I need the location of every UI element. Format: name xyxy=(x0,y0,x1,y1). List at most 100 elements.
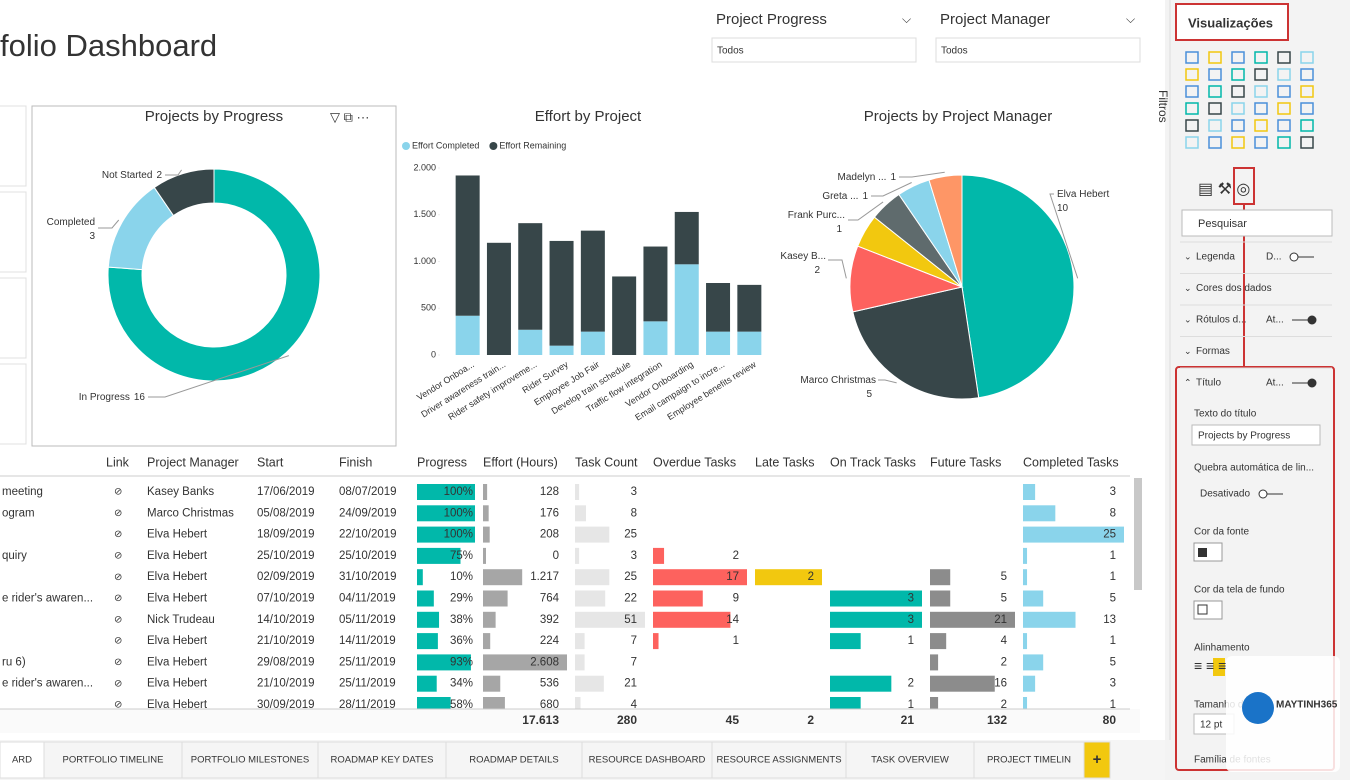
tab-label[interactable]: PORTFOLIO MILESTONES xyxy=(191,755,309,766)
toggle-state[interactable]: Desativado xyxy=(1200,489,1250,500)
slicer-value[interactable]: Todos xyxy=(717,46,744,57)
viz-icon[interactable] xyxy=(1277,85,1291,98)
section-name[interactable]: Rótulos d... xyxy=(1196,315,1247,326)
tab[interactable] xyxy=(0,741,45,779)
tab[interactable] xyxy=(317,741,447,779)
section-state[interactable]: At... xyxy=(1266,378,1284,389)
tab-icons[interactable]: ▤ ⚒ ◎ xyxy=(1198,181,1250,198)
align-selected[interactable] xyxy=(1213,658,1225,676)
size-value[interactable]: 12 pt xyxy=(1200,720,1222,731)
viz-icon[interactable] xyxy=(1185,68,1199,81)
viz-icon[interactable] xyxy=(1277,51,1291,64)
column-header[interactable]: Effort (Hours) xyxy=(483,455,558,469)
viz-icon[interactable] xyxy=(1277,136,1291,149)
title-input-value[interactable]: Projects by Progress xyxy=(1198,431,1290,442)
toggle[interactable] xyxy=(1307,315,1317,325)
viz-icon[interactable] xyxy=(1300,102,1314,115)
column-header[interactable]: Task Count xyxy=(575,455,638,469)
link-icon[interactable]: ⊘ xyxy=(114,508,122,519)
viz-icon[interactable] xyxy=(1254,136,1268,149)
link-icon[interactable]: ⊘ xyxy=(114,678,122,689)
viz-icon[interactable] xyxy=(1300,85,1314,98)
tab[interactable] xyxy=(1083,741,1111,779)
column-header[interactable]: On Track Tasks xyxy=(830,455,916,469)
viz-icon[interactable] xyxy=(1185,51,1199,64)
viz-icon[interactable] xyxy=(1208,51,1222,64)
column-header[interactable]: Late Tasks xyxy=(755,455,815,469)
tab-label[interactable]: RESOURCE DASHBOARD xyxy=(589,755,706,766)
visual-icons[interactable]: ▽ ⧉ ··· xyxy=(330,109,370,124)
viz-icon[interactable] xyxy=(1185,102,1199,115)
link-icon[interactable]: ⊘ xyxy=(114,700,122,711)
section-name[interactable]: Título xyxy=(1196,378,1221,389)
column-header[interactable]: Progress xyxy=(417,455,467,469)
toggle[interactable] xyxy=(1258,489,1268,499)
section-state[interactable]: D... xyxy=(1266,252,1282,263)
viz-icon[interactable] xyxy=(1231,136,1245,149)
viz-icon[interactable] xyxy=(1300,119,1314,132)
column-header[interactable]: Start xyxy=(257,455,284,469)
viz-icon[interactable] xyxy=(1185,136,1199,149)
link-icon[interactable]: ⊘ xyxy=(114,551,122,562)
link-icon[interactable]: ⊘ xyxy=(114,487,122,498)
viz-icon[interactable] xyxy=(1231,85,1245,98)
toggle[interactable] xyxy=(1289,252,1299,262)
tab-label[interactable]: RESOURCE ASSIGNMENTS xyxy=(716,755,841,766)
column-header[interactable]: Finish xyxy=(339,455,372,469)
viz-icon[interactable] xyxy=(1254,51,1268,64)
tab[interactable] xyxy=(445,741,583,779)
viz-icon[interactable] xyxy=(1185,119,1199,132)
section-name[interactable]: Legenda xyxy=(1196,252,1235,263)
tab[interactable] xyxy=(181,741,319,779)
search-placeholder[interactable]: Pesquisar xyxy=(1198,218,1247,230)
column-header[interactable]: Overdue Tasks xyxy=(653,455,736,469)
tab-label[interactable]: + xyxy=(1093,751,1102,768)
column-header[interactable]: Future Tasks xyxy=(930,455,1001,469)
viz-icon[interactable] xyxy=(1231,68,1245,81)
tab[interactable] xyxy=(845,741,975,779)
selected-visual-frame[interactable] xyxy=(31,105,397,447)
viz-icon[interactable] xyxy=(1185,85,1199,98)
viz-icon[interactable] xyxy=(1254,85,1268,98)
search-box[interactable] xyxy=(1181,209,1333,237)
slicer-label[interactable]: Project Manager xyxy=(940,11,1050,28)
viz-icon[interactable] xyxy=(1208,85,1222,98)
toggle[interactable] xyxy=(1307,378,1317,388)
title-input[interactable] xyxy=(1191,424,1321,446)
section-name[interactable]: Formas xyxy=(1196,346,1230,357)
viz-icon[interactable] xyxy=(1208,102,1222,115)
viz-icon[interactable] xyxy=(1208,68,1222,81)
viz-icon[interactable] xyxy=(1254,119,1268,132)
link-icon[interactable]: ⊘ xyxy=(114,572,122,583)
column-header[interactable]: Completed Tasks xyxy=(1023,455,1119,469)
slicer-dropdown[interactable] xyxy=(711,37,917,63)
viz-icon[interactable] xyxy=(1277,68,1291,81)
section-name[interactable]: Cores dos dados xyxy=(1196,283,1272,294)
tab-label[interactable]: ARD xyxy=(12,755,32,766)
viz-icon[interactable] xyxy=(1208,119,1222,132)
align-icons[interactable]: ≡ ≡ ≡ xyxy=(1194,658,1226,674)
tab-label[interactable]: PROJECT TIMELIN xyxy=(987,755,1071,766)
link-icon[interactable]: ⊘ xyxy=(114,636,122,647)
link-icon[interactable]: ⊘ xyxy=(114,529,122,540)
tab-label[interactable]: TASK OVERVIEW xyxy=(871,755,949,766)
tab-label[interactable]: ROADMAP KEY DATES xyxy=(331,755,434,766)
tab-label[interactable]: PORTFOLIO TIMELINE xyxy=(62,755,163,766)
filters-tab[interactable]: Filtros xyxy=(1156,90,1170,123)
slicer-value[interactable]: Todos xyxy=(941,46,968,57)
viz-icon[interactable] xyxy=(1300,136,1314,149)
link-icon[interactable]: ⊘ xyxy=(114,614,122,625)
tab-label[interactable]: ROADMAP DETAILS xyxy=(469,755,558,766)
viz-icon[interactable] xyxy=(1231,51,1245,64)
slicer-label[interactable]: Project Progress xyxy=(716,11,827,28)
viz-icon[interactable] xyxy=(1277,119,1291,132)
viz-icon[interactable] xyxy=(1208,136,1222,149)
tab[interactable] xyxy=(973,741,1085,779)
column-header[interactable]: Link xyxy=(106,455,130,469)
section-state[interactable]: At... xyxy=(1266,315,1284,326)
tab[interactable] xyxy=(711,741,847,779)
viz-icon[interactable] xyxy=(1254,102,1268,115)
slicer-dropdown[interactable] xyxy=(935,37,1141,63)
viz-icon[interactable] xyxy=(1277,102,1291,115)
link-icon[interactable]: ⊘ xyxy=(114,593,122,604)
